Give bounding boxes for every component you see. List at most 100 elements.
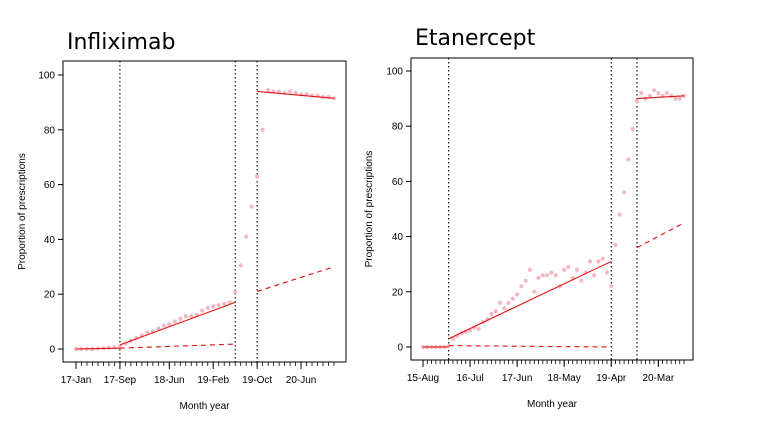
observed-point (532, 289, 537, 294)
observed-point (156, 326, 161, 331)
x-tick-label: 18-Jun (154, 375, 185, 386)
y-tick-label: 80 (392, 122, 404, 133)
observed-point (540, 273, 545, 278)
counterfactual-trend-line (636, 222, 685, 249)
observed-point (553, 273, 558, 278)
observed-point (161, 323, 166, 328)
observed-point (145, 330, 150, 335)
fitted-trend-line (75, 347, 120, 350)
observed-point (200, 308, 205, 313)
observed-point (266, 87, 271, 93)
fitted-trend-line (448, 260, 612, 340)
observed-point (189, 314, 194, 319)
y-tick-label: 20 (392, 287, 404, 298)
observed-point (260, 127, 265, 132)
observed-point (669, 93, 674, 98)
observed-point (255, 174, 260, 179)
observed-point (277, 89, 282, 94)
observed-point (613, 242, 618, 247)
observed-point (639, 90, 644, 96)
fitted-trend-line (119, 301, 236, 346)
y-axis-label: Proportion of prescriptions (364, 151, 375, 268)
y-tick-label: 60 (44, 180, 56, 191)
observed-point (497, 300, 503, 305)
observed-point (510, 296, 515, 301)
observed-point (489, 311, 494, 316)
x-tick-label: 16-Jul (456, 373, 483, 384)
observed-point (579, 278, 584, 283)
x-tick-label: 17-Jan (61, 375, 92, 386)
observed-point (630, 126, 635, 132)
observed-point (293, 90, 298, 95)
fitted-trend-line (257, 90, 335, 99)
observed-point (600, 256, 605, 261)
x-tick-label: 17-Sep (104, 375, 137, 386)
chart-panel-infliximab: Infliximab 0 20 40 60 80 100 17-Jan 17-Sep 18-Jun… (17, 30, 347, 412)
observed-point (626, 157, 631, 162)
observed-point (592, 273, 597, 278)
observed-point (647, 93, 652, 98)
observed-point (502, 306, 507, 311)
x-axis-label: Month year (179, 401, 230, 412)
y-tick-label: 100 (386, 67, 403, 78)
chart-panel-etanercept: Etanercept 0 20 40 60 80 100 15-Aug 16-Jul 17-Jun… (364, 26, 694, 410)
x-axis-label: Month year (527, 399, 578, 410)
observed-point (493, 309, 498, 314)
counterfactual-trend-line (448, 345, 612, 348)
y-tick-label: 40 (392, 232, 404, 243)
chart-title: Infliximab (67, 30, 175, 55)
chart-title: Etanercept (415, 26, 536, 51)
observed-point (536, 275, 541, 281)
observed-point (656, 90, 661, 96)
observed-point (216, 303, 221, 308)
y-axis-label: Proportion of prescriptions (17, 153, 28, 270)
observed-point (106, 345, 112, 350)
x-tick-label: 19-Apr (596, 373, 627, 384)
observed-point (596, 259, 601, 264)
observed-point (523, 278, 528, 283)
y-tick-label: 60 (392, 177, 404, 188)
observed-point (249, 204, 254, 209)
observed-point (244, 234, 249, 239)
observed-point (183, 314, 188, 319)
observed-point (604, 270, 610, 275)
y-tick-label: 0 (49, 345, 55, 356)
observed-point (549, 270, 554, 275)
observed-point (651, 88, 657, 93)
observed-point (574, 267, 580, 272)
observed-point (222, 301, 227, 306)
observed-point (617, 212, 622, 217)
observed-point (677, 96, 682, 101)
observed-point (634, 99, 640, 104)
x-tick-label: 20-Mar (642, 373, 674, 384)
observed-point (566, 264, 571, 270)
observed-point (506, 300, 511, 305)
x-tick-label: 18-May (548, 373, 581, 384)
observed-point (117, 344, 123, 349)
observed-point (562, 267, 567, 272)
observed-point (527, 267, 533, 272)
counterfactual-trend-line (119, 343, 236, 349)
x-tick-label: 17-Jun (502, 373, 533, 384)
observed-point (167, 322, 172, 327)
observed-point (621, 190, 627, 195)
fitted-trend-line (636, 95, 685, 100)
observed-point (309, 93, 315, 98)
observed-point (515, 292, 520, 297)
x-tick-label: 19-Oct (242, 375, 272, 386)
x-tick-label: 19-Feb (197, 375, 229, 386)
observed-point (476, 326, 481, 332)
observed-point (172, 319, 177, 324)
plot-frame (410, 57, 694, 361)
observed-point (587, 259, 592, 264)
observed-point (609, 284, 614, 289)
y-tick-label: 100 (38, 71, 55, 82)
observed-point (519, 284, 524, 289)
observed-point (233, 289, 238, 294)
observed-point (673, 96, 678, 101)
observed-point (287, 89, 293, 94)
y-tick-label: 20 (44, 290, 56, 301)
y-tick-label: 80 (44, 125, 56, 136)
x-tick-label: 15-Aug (407, 373, 439, 384)
